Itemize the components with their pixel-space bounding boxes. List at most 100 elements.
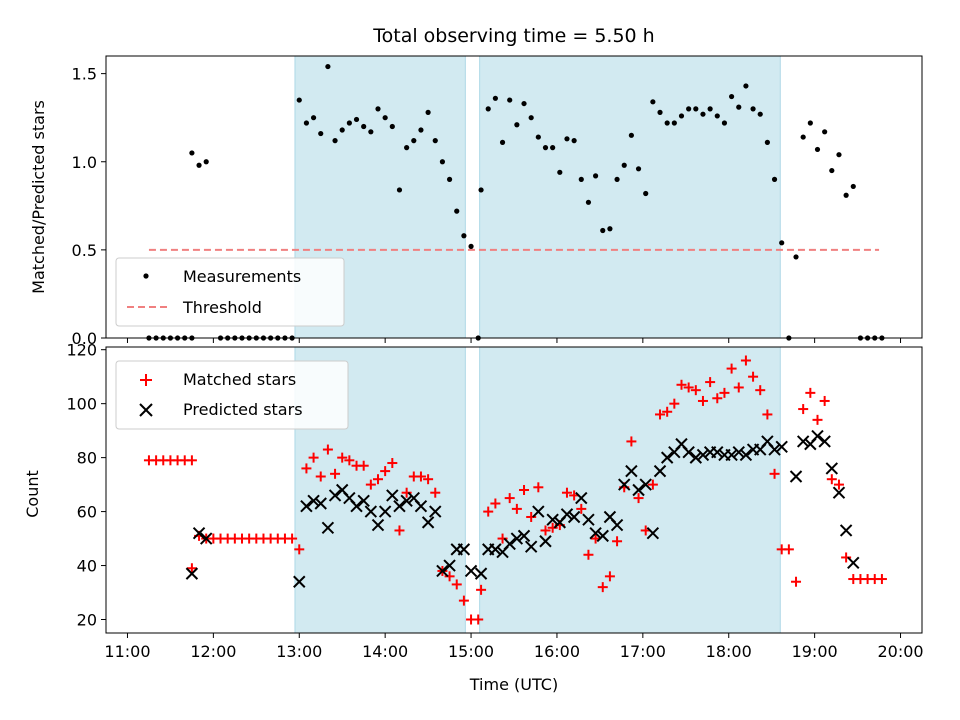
predicted-star-point — [200, 532, 213, 545]
top-y-tick-label: 0.0 — [72, 329, 97, 348]
measurement-point — [686, 106, 692, 112]
predicted-star-point — [474, 567, 488, 580]
matched-star-point — [483, 506, 494, 517]
measurement-point — [296, 97, 302, 103]
predicted-star-point — [314, 497, 327, 510]
matched-star-point — [798, 404, 809, 415]
measurement-point — [600, 227, 606, 234]
measurement-point — [339, 127, 345, 133]
predicted-star-point — [639, 478, 652, 491]
predicted-star-point — [436, 564, 449, 578]
predicted-star-point — [510, 532, 524, 545]
measurement-point — [454, 208, 460, 214]
predicted-star-point — [532, 505, 545, 518]
predicted-star-point — [768, 443, 781, 456]
predicted-star-point — [682, 446, 695, 459]
predicted-star-point — [378, 505, 392, 518]
measurement-point — [578, 176, 584, 182]
x-tick-label: 19:00 — [792, 642, 838, 661]
measurement-point — [361, 123, 367, 130]
top-y-axis-label: Matched/Predicted stars — [29, 100, 48, 294]
predicted-star-point — [185, 567, 199, 580]
bottom-y-axis-label: Count — [23, 470, 42, 518]
measurement-point — [607, 226, 613, 232]
measurement-point — [571, 138, 577, 144]
measurement-point — [203, 159, 209, 165]
matched-star-point — [597, 582, 608, 593]
measurement-point — [814, 146, 821, 153]
matched-star-point — [733, 382, 744, 393]
measurement-point — [411, 138, 417, 144]
measurement-point — [593, 173, 599, 179]
measurement-point — [439, 159, 446, 165]
predicted-star-point — [489, 543, 502, 556]
legend-label-measurements: Measurements — [183, 267, 301, 286]
matched-star-point — [604, 571, 615, 582]
measurement-point — [822, 129, 828, 135]
predicted-star-point — [660, 451, 674, 464]
measurement-point — [325, 63, 331, 70]
matched-star-point — [490, 498, 501, 509]
x-tick-label: 20:00 — [877, 642, 923, 661]
x-tick-label: 16:00 — [534, 642, 580, 661]
measurement-point — [368, 129, 374, 135]
predicted-star-point — [618, 478, 631, 491]
measurement-point — [671, 120, 677, 126]
bottom-panel: 20 40 60 80 100 120 11:00 12:00 13:00 14:00 15:00… — [23, 341, 924, 694]
measurement-point — [375, 106, 381, 112]
bottom-y-tick-label: 80 — [77, 449, 97, 468]
bottom-y-tick-label: 60 — [77, 503, 97, 522]
measurement-point — [714, 113, 720, 119]
measurement-point — [750, 106, 756, 112]
matched-star-point — [476, 584, 487, 595]
predicted-star-point — [414, 499, 428, 513]
bottom-legend-box — [115, 360, 349, 430]
top-panel: 0.0 0.5 1.0 1.5 Matched/Predicted stars Mea… — [29, 55, 923, 348]
top-legend-box — [115, 257, 345, 327]
measurement-point — [836, 152, 842, 158]
predicted-star-point — [567, 510, 581, 524]
measurement-point — [478, 187, 484, 193]
matched-star-point — [322, 444, 333, 455]
measurement-point — [404, 145, 410, 151]
predicted-star-point — [357, 494, 370, 507]
measurement-point — [564, 136, 570, 142]
predicted-star-point — [457, 543, 471, 556]
measurement-point — [396, 187, 403, 193]
predicted-star-point — [739, 448, 753, 462]
measurement-point — [729, 93, 735, 100]
matched-star-point — [633, 493, 644, 504]
matched-star-point — [876, 574, 887, 585]
measurement-point — [635, 166, 642, 172]
measurement-point — [461, 233, 467, 239]
measurement-point — [843, 192, 849, 198]
measurement-point — [721, 120, 728, 126]
predicted-star-point — [328, 489, 342, 502]
predicted-star-point — [517, 529, 531, 543]
matched-star-point — [812, 414, 823, 425]
measurement-point — [332, 138, 338, 144]
predicted-star-point — [300, 499, 313, 513]
legend-marker-matched — [140, 374, 152, 386]
measurement-point — [318, 130, 324, 137]
top-legend: Measurements Threshold — [115, 257, 345, 327]
measurement-point — [650, 99, 656, 105]
measurement-point — [678, 113, 685, 119]
matched-star-point — [423, 474, 434, 485]
matched-star-point — [186, 563, 197, 574]
matched-star-point — [719, 387, 730, 398]
predicted-star-point — [350, 499, 363, 513]
matched-star-point — [576, 503, 587, 514]
predicted-star-point — [625, 464, 638, 478]
matched-star-point — [337, 452, 348, 463]
predicted-star-point — [839, 524, 853, 537]
measurement-point — [693, 106, 699, 112]
measurement-point — [779, 240, 785, 246]
predicted-star-point — [386, 489, 399, 502]
measurement-point — [389, 123, 395, 130]
measurement-point — [764, 139, 770, 145]
measurement-point — [829, 167, 835, 174]
matched-star-point — [526, 511, 537, 522]
matched-star-point — [387, 458, 398, 469]
